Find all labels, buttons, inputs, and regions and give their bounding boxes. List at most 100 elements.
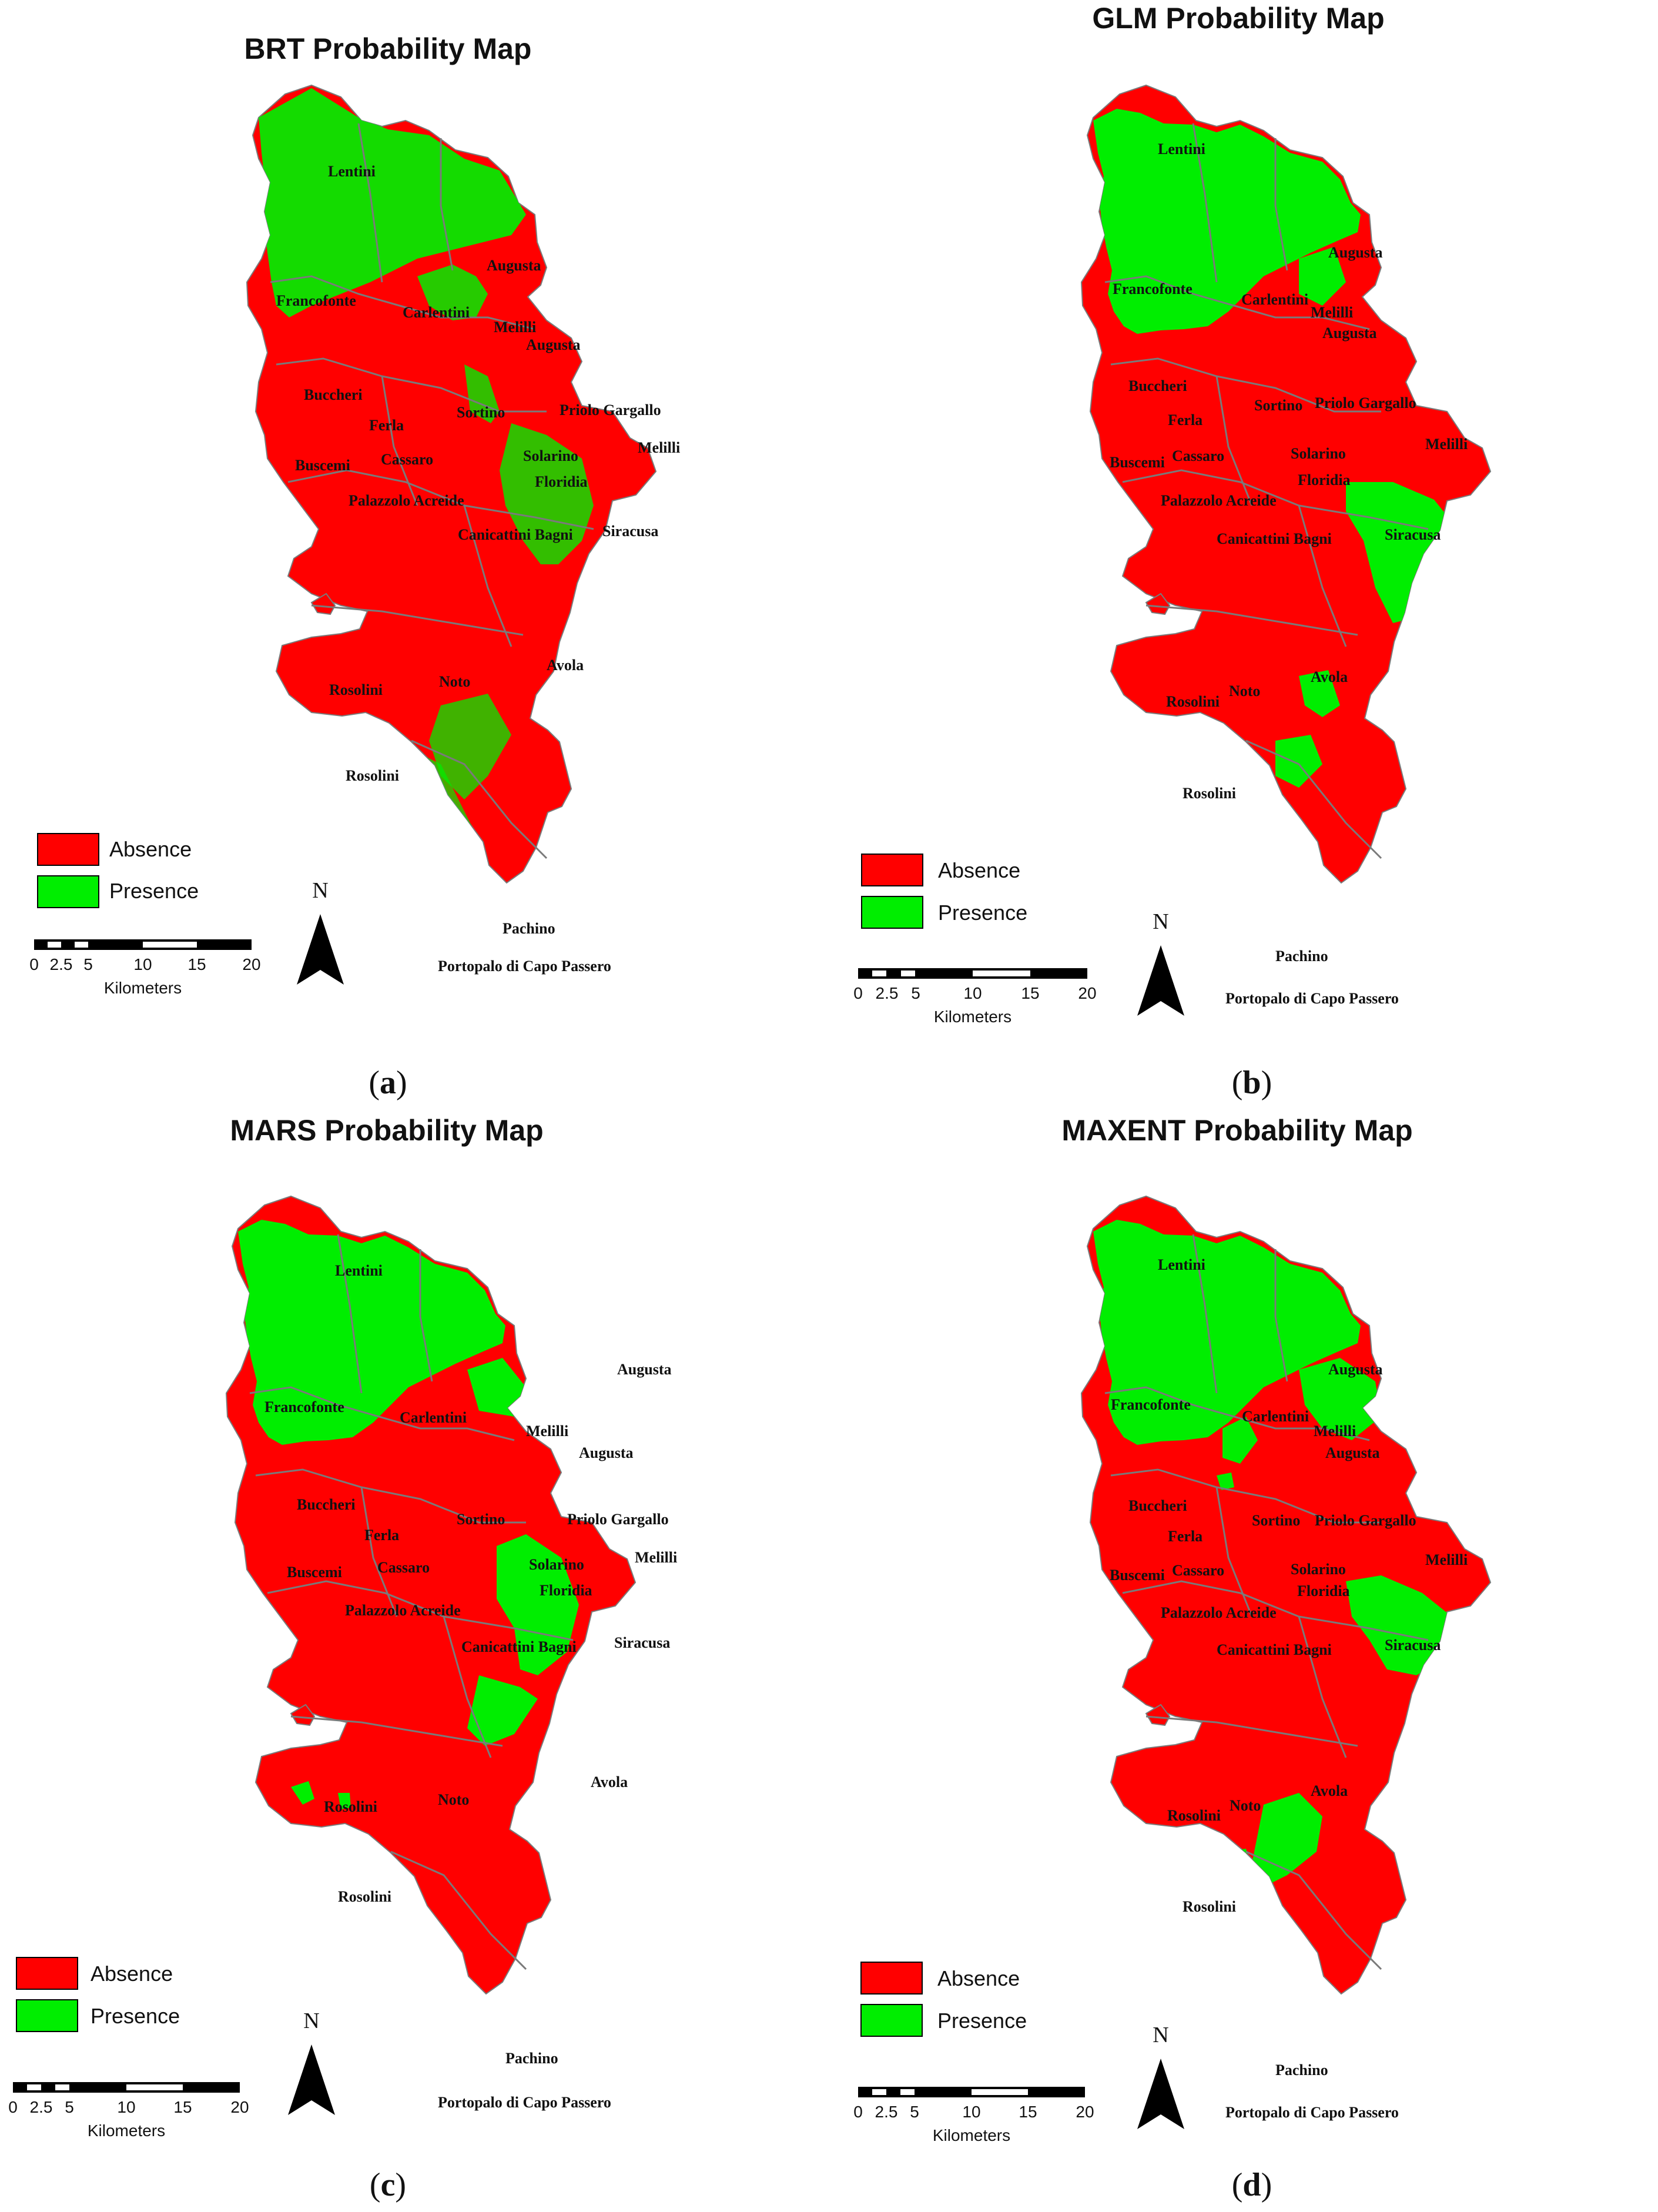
place-label: Palazzolo Acreide bbox=[1161, 492, 1277, 509]
north-label: N bbox=[1153, 2023, 1168, 2047]
panel-title-glm: GLM Probability Map bbox=[1092, 2, 1384, 35]
place-label: Avola bbox=[547, 657, 584, 674]
place-label: Augusta bbox=[617, 1361, 671, 1378]
place-label: Noto bbox=[438, 1791, 469, 1808]
panel-glm: GLM Probability Map bbox=[853, 2, 1491, 1101]
place-label: Rosolini bbox=[346, 767, 399, 784]
scale-bar: 0 2.5 5 10 15 20 Kilometers bbox=[29, 939, 261, 997]
place-label: Augusta bbox=[1328, 1361, 1382, 1378]
place-label: Augusta bbox=[1328, 244, 1382, 261]
absence-label: Absence bbox=[91, 1962, 173, 1986]
place-label: Melilli bbox=[1314, 1423, 1356, 1440]
place-label: Noto bbox=[1230, 1797, 1261, 1814]
place-label: Sortino bbox=[1252, 1512, 1300, 1529]
place-label: Priolo Gargallo bbox=[1315, 1512, 1416, 1529]
scale-tick: 20 bbox=[1076, 2103, 1094, 2121]
absence-swatch bbox=[37, 833, 99, 866]
scale-bar-segment bbox=[973, 971, 1030, 976]
place-label: Siracusa bbox=[1385, 526, 1441, 543]
place-label: Priolo Gargallo bbox=[560, 401, 661, 419]
place-label: Rosolini bbox=[324, 1798, 377, 1815]
place-label: Francofonte bbox=[276, 292, 356, 309]
panel-caption-b: (b) bbox=[1232, 1065, 1272, 1101]
scale-tick: 5 bbox=[911, 984, 920, 1002]
presence-swatch bbox=[861, 896, 923, 929]
legend: Absence Presence bbox=[861, 854, 1027, 929]
place-label: Melilli bbox=[494, 319, 536, 336]
north-arrow: N bbox=[297, 878, 344, 985]
place-label: Carlentini bbox=[400, 1409, 467, 1426]
place-label: Solarino bbox=[1291, 445, 1346, 462]
scale-tick: 0 bbox=[29, 955, 39, 973]
north-arrow: N bbox=[1137, 2023, 1184, 2129]
municipality-borders bbox=[249, 1234, 574, 1970]
map-brt: Lentini Augusta Francofonte Carlentini M… bbox=[246, 85, 680, 975]
place-label: Portopalo di Capo Passero bbox=[1225, 2104, 1399, 2121]
place-label: Floridia bbox=[535, 473, 588, 490]
place-label: Buscemi bbox=[295, 457, 350, 474]
scale-bar-segment bbox=[143, 942, 197, 948]
place-label: Cassaro bbox=[377, 1559, 430, 1576]
scale-bar-segment bbox=[75, 942, 88, 948]
place-label: Siracusa bbox=[614, 1634, 670, 1651]
scale-tick: 2.5 bbox=[50, 955, 73, 973]
place-label: Ferla bbox=[364, 1527, 399, 1544]
scale-bar-segment bbox=[872, 2089, 886, 2095]
place-label: Portopalo di Capo Passero bbox=[438, 958, 611, 975]
place-label: Rosolini bbox=[338, 1888, 391, 1905]
scale-tick: 20 bbox=[242, 955, 260, 973]
north-arrow: N bbox=[1137, 909, 1184, 1016]
place-label: Palazzolo Acreide bbox=[345, 1602, 461, 1619]
place-label: Ferla bbox=[1168, 1528, 1203, 1545]
place-label: Sortino bbox=[457, 404, 505, 421]
place-label: Augusta bbox=[1322, 324, 1376, 342]
north-arrow-icon bbox=[297, 914, 344, 985]
panel-maxent: MAXENT Probability Map bbox=[853, 1114, 1491, 2203]
panel-brt: BRT Probability Map bbox=[29, 32, 680, 1101]
place-labels: Lentini Augusta Francofonte Carlentini M… bbox=[1110, 1256, 1468, 2121]
scale-bar-segment bbox=[126, 2084, 183, 2090]
scale-units: Kilometers bbox=[88, 2121, 165, 2140]
presence-areas bbox=[259, 88, 594, 864]
north-label: N bbox=[312, 878, 328, 903]
place-label: Siracusa bbox=[602, 523, 658, 540]
place-label: Rosolini bbox=[1166, 693, 1220, 710]
place-label: Floridia bbox=[1297, 1582, 1350, 1599]
place-label: Cassaro bbox=[381, 451, 433, 468]
place-label: Rosolini bbox=[1183, 1898, 1236, 1915]
scale-tick: 2.5 bbox=[30, 2098, 53, 2116]
scale-bar-segment bbox=[901, 971, 915, 976]
absence-label: Absence bbox=[937, 1966, 1020, 1990]
presence-label: Presence bbox=[938, 901, 1027, 925]
place-label: Solarino bbox=[523, 447, 578, 464]
scale-tick: 0 bbox=[853, 2103, 863, 2121]
place-label: Noto bbox=[1229, 682, 1260, 700]
panel-title-brt: BRT Probability Map bbox=[244, 32, 532, 65]
scale-bar: 0 2.5 5 10 15 20 Kilometers bbox=[853, 968, 1097, 1026]
place-labels: Lentini Augusta Francofonte Carlentini M… bbox=[1110, 140, 1468, 1007]
scale-tick: 20 bbox=[230, 2098, 249, 2116]
scale-units: Kilometers bbox=[934, 1008, 1011, 1026]
place-label: Floridia bbox=[1298, 471, 1351, 488]
scale-tick: 15 bbox=[187, 955, 206, 973]
place-label: Pachino bbox=[1275, 948, 1328, 965]
place-label: Melilli bbox=[1311, 304, 1353, 321]
scale-units: Kilometers bbox=[104, 979, 182, 997]
place-label: Avola bbox=[1311, 1782, 1348, 1799]
place-label: Buccheri bbox=[297, 1496, 356, 1513]
scale-tick: 0 bbox=[853, 984, 863, 1002]
place-label: Sortino bbox=[457, 1511, 505, 1528]
place-label: Buscemi bbox=[1110, 454, 1165, 471]
place-label: Ferla bbox=[1168, 411, 1203, 429]
place-label: Solarino bbox=[1291, 1561, 1346, 1578]
scale-tick: 5 bbox=[65, 2098, 74, 2116]
absence-swatch bbox=[16, 1957, 78, 1990]
place-label: Buccheri bbox=[304, 386, 363, 403]
place-label: Floridia bbox=[540, 1582, 592, 1599]
place-label: Lentini bbox=[328, 163, 376, 180]
place-label: Avola bbox=[1311, 668, 1348, 685]
scale-tick: 15 bbox=[173, 2098, 192, 2116]
place-label: Pachino bbox=[1275, 2062, 1328, 2079]
place-label: Avola bbox=[591, 1773, 628, 1791]
place-label: Rosolini bbox=[1183, 785, 1236, 802]
